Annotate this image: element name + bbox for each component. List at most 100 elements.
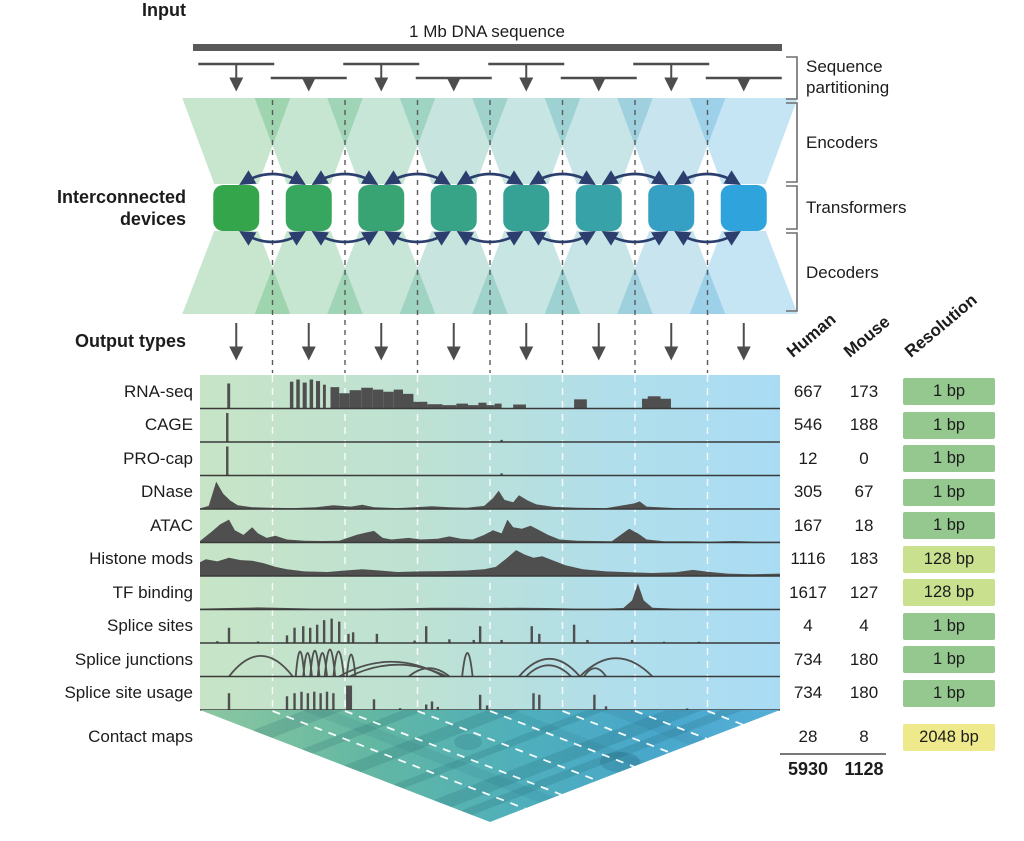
resolution-badge-splice_usage: 1 bp [903, 679, 995, 707]
totals-divider [780, 753, 886, 755]
interconnected-devices-label: Interconnected devices [56, 187, 186, 229]
bracket-label-decoders: Decoders [806, 263, 879, 282]
device-comm-arrow-bottom [601, 230, 669, 246]
decoder-funnel [544, 231, 653, 314]
human-count-pro_cap: 12 [798, 448, 818, 468]
device-box-8 [720, 185, 767, 231]
device-comm-arrow-top [674, 170, 741, 186]
decoder-funnel [399, 231, 508, 314]
track-label-tf: TF binding [112, 582, 193, 602]
mouse-count-histone: 183 [849, 549, 879, 569]
device-comm-arrow-bottom [674, 230, 741, 246]
mouse-count-splice_sites: 4 [859, 616, 869, 636]
human-count-contact: 28 [798, 727, 818, 746]
decoder-funnel [327, 231, 436, 314]
resolution-badge-pro_cap: 1 bp [903, 445, 995, 473]
decoder-funnel [689, 231, 798, 314]
track-label-splice_sites: Splice sites [107, 616, 193, 636]
track-label-cage: CAGE [144, 415, 193, 435]
human-count-histone: 1116 [790, 549, 826, 569]
device-comm-arrow-top [311, 170, 379, 186]
device-comm-arrow-top [239, 170, 306, 186]
mouse-count-rna_seq: 173 [849, 381, 879, 401]
decoder-funnel [472, 231, 581, 314]
track-signal-dnase [200, 481, 780, 509]
dna-sequence-bar [193, 44, 782, 51]
total-human: 5930 [787, 759, 829, 779]
device-box-5 [503, 185, 550, 231]
resolution-badge-splice_sites: 1 bp [903, 612, 995, 640]
device-box-2 [285, 185, 332, 231]
resolution-badge-tf: 128 bp [903, 579, 995, 607]
device-box-3 [358, 185, 405, 231]
track-signal-pro_cap [226, 446, 503, 476]
mouse-count-pro_cap: 0 [859, 448, 869, 468]
mouse-count-splice_junctions: 180 [849, 649, 879, 669]
track-signal-cage [226, 413, 503, 442]
track-label-contact: Contact maps [88, 727, 193, 746]
track-label-splice_usage: Splice site usage [64, 683, 193, 703]
track-label-pro_cap: PRO-cap [123, 448, 193, 468]
encoder-funnel [472, 98, 581, 184]
mouse-count-splice_usage: 180 [849, 683, 879, 703]
human-count-atac: 167 [793, 515, 823, 535]
total-mouse: 1128 [844, 759, 884, 779]
device-comm-arrow-top [456, 170, 524, 186]
encoder-funnel [327, 98, 436, 184]
bracket-label-encoders: Encoders [806, 133, 878, 152]
human-count-cage: 546 [793, 415, 823, 435]
device-comm-arrow-bottom [529, 230, 596, 246]
track-label-splice_junctions: Splice junctions [74, 649, 193, 669]
device-comm-arrow-bottom [239, 230, 306, 246]
device-comm-arrow-bottom [311, 230, 379, 246]
encoder-funnel [254, 98, 363, 184]
resolution-badge-atac: 1 bp [903, 512, 995, 540]
human-count-splice_sites: 4 [803, 616, 813, 636]
contact-map-triangle [200, 710, 780, 822]
decoder-funnel [617, 231, 726, 314]
resolution-badge-cage: 1 bp [903, 411, 995, 439]
device-comm-arrow-top [529, 170, 596, 186]
mouse-count-dnase: 67 [854, 482, 874, 502]
device-comm-arrow-bottom [456, 230, 524, 246]
encoder-funnel [689, 98, 798, 184]
track-label-rna_seq: RNA-seq [124, 381, 193, 401]
section-bracket [786, 56, 798, 100]
device-box-4 [430, 185, 477, 231]
section-bracket [786, 185, 798, 230]
sequence-length-label: 1 Mb DNA sequence [409, 22, 565, 41]
track-label-histone: Histone mods [89, 549, 193, 569]
track-signal-rna_seq [227, 379, 671, 409]
resolution-badge-contact: 2048 bp [903, 723, 995, 751]
encoder-funnel [399, 98, 508, 184]
mouse-count-contact: 8 [859, 727, 869, 746]
device-comm-arrow-top [601, 170, 669, 186]
encoder-funnel [182, 98, 291, 184]
human-count-rna_seq: 667 [793, 381, 823, 401]
output-types-label: Output types [75, 331, 186, 351]
track-signal-histone [200, 550, 780, 576]
mouse-count-cage: 188 [849, 415, 879, 435]
resolution-badge-dnase: 1 bp [903, 478, 995, 506]
bracket-label-sequence-partitioning: Sequence partitioning [806, 57, 890, 97]
section-bracket [786, 102, 798, 183]
bracket-label-transformers: Transformers [806, 198, 907, 217]
resolution-badge-rna_seq: 1 bp [903, 378, 995, 406]
track-label-dnase: DNase [141, 482, 193, 502]
mouse-count-tf: 127 [849, 582, 879, 602]
track-signal-atac [200, 519, 780, 543]
human-count-splice_usage: 734 [793, 683, 823, 703]
resolution-badge-histone: 128 bp [903, 545, 995, 573]
decoder-funnel [182, 231, 291, 314]
device-comm-arrow-bottom [384, 230, 451, 246]
device-box-6 [575, 185, 622, 231]
device-box-1 [213, 185, 260, 231]
device-comm-arrow-top [384, 170, 451, 186]
decoder-funnel [254, 231, 363, 314]
human-count-dnase: 305 [793, 482, 823, 502]
device-box-7 [648, 185, 695, 231]
resolution-badge-splice_junctions: 1 bp [903, 646, 995, 674]
human-count-tf: 1617 [789, 582, 827, 602]
